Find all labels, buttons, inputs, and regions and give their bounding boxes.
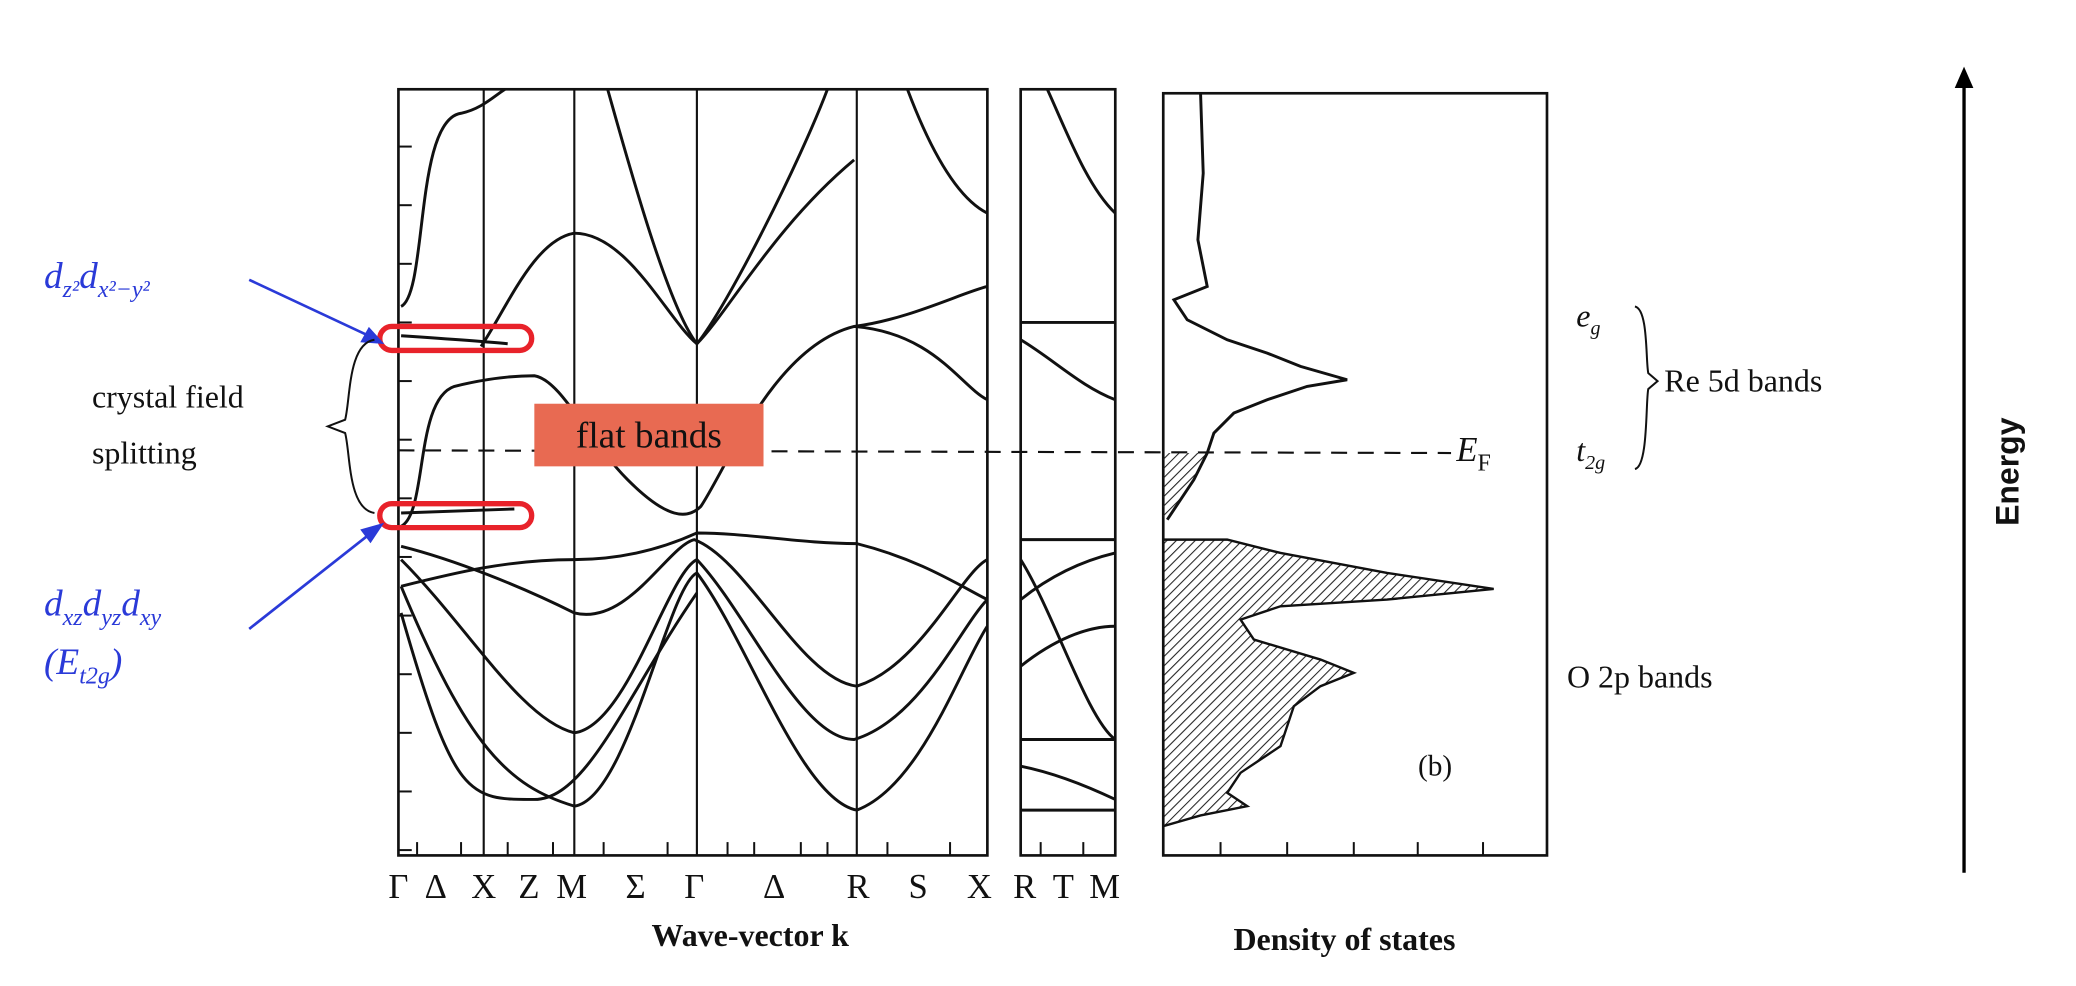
crystal-field: crystal field — [92, 380, 244, 415]
band-frame — [397, 87, 989, 857]
fermi-label: EF — [1455, 431, 1490, 476]
band-panel-rtm — [1019, 87, 1117, 857]
t2g-label: t2g — [1576, 433, 1605, 474]
o-bands: O 2p bands — [1567, 660, 1713, 695]
d: d — [44, 584, 63, 625]
energy-label: Energy — [1990, 417, 2026, 526]
e: e — [1576, 298, 1590, 333]
brace-right — [1634, 305, 1660, 470]
k-label: M — [1089, 868, 1120, 906]
k-lines — [482, 89, 858, 856]
k-label: R — [1013, 868, 1037, 906]
d: d — [44, 256, 63, 297]
k-label: Δ — [763, 868, 785, 906]
dos-label: Density of states — [1233, 922, 1455, 957]
sub: g — [1591, 317, 1601, 339]
arrow-head — [1954, 66, 1974, 88]
k-label: Z — [518, 868, 539, 906]
arrows — [248, 278, 385, 630]
k-label: Γ — [388, 868, 408, 906]
axis-ticks — [398, 145, 1085, 856]
sub: z² — [62, 277, 80, 303]
k-label: Δ — [425, 868, 447, 906]
t2g-highlight — [377, 500, 535, 531]
k-label: M — [556, 868, 587, 906]
k-label: X — [471, 868, 496, 906]
panel-label: (b) — [1418, 750, 1452, 782]
splitting: splitting — [92, 436, 197, 471]
sub: F — [1478, 450, 1491, 476]
k-label: R — [847, 868, 871, 906]
sub: xz — [62, 605, 84, 631]
sub: xy — [139, 605, 162, 631]
t2g-orbitals: dxzdyzdxy — [44, 584, 162, 631]
d: d — [83, 584, 102, 625]
sub: yz — [99, 605, 122, 631]
dos-panel — [1161, 91, 1549, 857]
eg-label: eg — [1576, 298, 1600, 339]
sub: 2g — [1585, 452, 1605, 474]
sub: x²−y² — [97, 277, 151, 303]
t2g-energy: (Et2g) — [44, 642, 122, 689]
x-axis-label: Wave-vector k — [651, 918, 849, 953]
k-label: T — [1053, 868, 1074, 906]
k-label: X — [967, 868, 992, 906]
sub: t2g — [79, 664, 110, 690]
d: d — [121, 584, 140, 625]
brace — [325, 338, 375, 514]
k-label: S — [908, 868, 927, 906]
d: d — [79, 256, 98, 297]
eg-orbitals: dz²dx²−y² — [44, 256, 150, 303]
k-label: Γ — [684, 868, 704, 906]
flat-bands-label: flat bands — [576, 416, 722, 457]
e: (E — [44, 642, 79, 683]
t: t — [1576, 433, 1586, 468]
band-panel — [397, 87, 1085, 857]
e: E — [1455, 431, 1477, 469]
bands — [399, 88, 989, 812]
flat-bands-box — [534, 403, 764, 467]
eg-highlight — [377, 323, 535, 354]
k-label: Σ — [626, 868, 646, 906]
re-bands: Re 5d bands — [1664, 364, 1822, 399]
paren: ) — [108, 642, 122, 683]
